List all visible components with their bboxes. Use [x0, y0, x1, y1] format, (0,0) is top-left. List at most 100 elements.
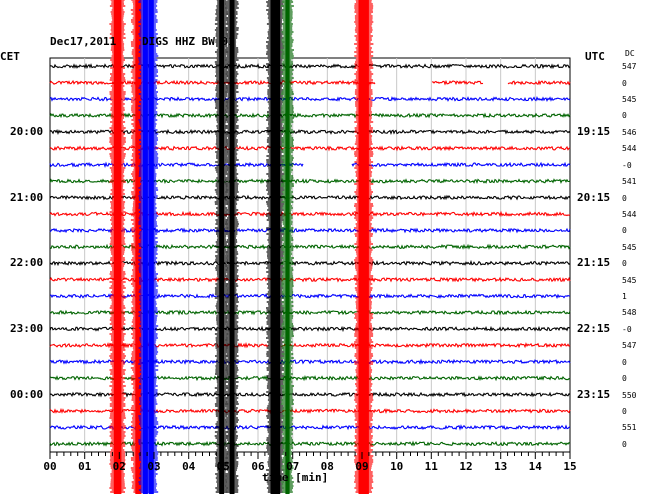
trace-row — [49, 424, 571, 431]
utc-time-label: 21:15 — [577, 256, 611, 270]
event-burst — [148, 0, 154, 494]
event-envelope — [280, 0, 294, 493]
x-axis-title: time [min] — [262, 471, 329, 484]
dc-offset-value: 1 — [622, 292, 627, 302]
event-envelope — [354, 0, 374, 493]
dc-offset-value: 545 — [622, 275, 637, 285]
cet-time-label: 23:00 — [10, 321, 44, 335]
cet-time-label: 22:00 — [10, 256, 44, 270]
trace-row — [49, 112, 571, 119]
right-timezone-label: UTC — [585, 50, 605, 63]
event-burst — [285, 0, 290, 494]
x-tick-label: 06 — [251, 460, 265, 473]
dc-offset-value: 0 — [622, 406, 627, 416]
dc-offset-value: 545 — [622, 242, 637, 252]
event-bursts — [109, 0, 374, 494]
x-tick-label: 14 — [529, 460, 543, 473]
x-tick-label: 01 — [78, 460, 92, 473]
x-tick-label: 04 — [182, 460, 196, 473]
trace-row — [49, 309, 571, 316]
trace-row — [49, 210, 571, 218]
event-burst — [219, 0, 225, 494]
dc-offset-value: 0 — [622, 259, 627, 269]
cet-time-label: 21:00 — [10, 190, 44, 204]
trace-row — [49, 243, 571, 250]
trace-row — [49, 374, 571, 382]
trace-row — [49, 440, 571, 447]
x-tick-label: 03 — [147, 460, 160, 473]
trace-row — [49, 259, 571, 267]
event-envelope — [109, 0, 126, 493]
event-envelope — [225, 0, 239, 493]
trace-row — [49, 391, 571, 398]
trace-row — [49, 358, 571, 366]
trace-row — [49, 276, 571, 283]
trace-row — [49, 293, 571, 300]
trace-row — [49, 342, 571, 349]
dc-column-label: DC — [625, 49, 635, 58]
utc-time-label: 23:15 — [577, 387, 611, 401]
left-timezone-label: CET — [0, 50, 20, 63]
event-burst — [270, 0, 281, 494]
chart-date: Dec17,2011 — [50, 35, 117, 48]
dc-offset-value: 0 — [622, 439, 627, 449]
dc-offset-value: 0 — [622, 374, 627, 384]
trace-row — [49, 145, 571, 152]
plot-frame — [49, 57, 571, 453]
dc-offset-value: 541 — [622, 177, 637, 187]
trace-row — [49, 79, 571, 86]
trace-row — [50, 63, 571, 70]
x-tick-label: 08 — [321, 460, 334, 473]
dc-offset-value: 546 — [622, 127, 637, 137]
dc-offset-value: 551 — [622, 423, 637, 433]
utc-time-label: 22:15 — [577, 321, 611, 335]
trace-row — [49, 128, 571, 136]
dc-offset-value: 0 — [622, 78, 627, 88]
x-tick-label: 11 — [425, 460, 439, 473]
x-tick-label: 09 — [355, 460, 368, 473]
dc-offset-value: 550 — [622, 390, 637, 400]
dc-offset-value: 548 — [622, 308, 637, 318]
trace-row — [49, 325, 571, 333]
dc-offset-value: 547 — [622, 341, 637, 351]
event-burst — [142, 0, 148, 494]
event-burst — [358, 0, 369, 494]
x-tick-label: 00 — [43, 460, 56, 473]
dc-offset-value: 0 — [622, 357, 627, 367]
event-envelope — [144, 0, 159, 493]
trace-rows — [49, 63, 571, 447]
cet-time-label: 00:00 — [10, 387, 44, 401]
trace-row — [49, 161, 571, 168]
dc-offset-value: -0 — [622, 324, 632, 334]
dc-offset-value: 0 — [622, 193, 627, 203]
x-tick-label: 05 — [217, 460, 230, 473]
x-tick-label: 10 — [390, 460, 403, 473]
event-burst — [113, 0, 122, 494]
x-tick-label: 13 — [494, 460, 507, 473]
dc-offset-value: 0 — [622, 226, 627, 236]
utc-time-label: 19:15 — [577, 124, 611, 138]
trace-row — [49, 407, 571, 414]
trace-row — [49, 95, 571, 103]
dc-offset-value: 545 — [622, 95, 637, 105]
x-tick-label: 12 — [459, 460, 472, 473]
trace-row — [49, 178, 571, 185]
dc-offset-value: 544 — [622, 144, 637, 154]
event-burst — [229, 0, 235, 494]
dc-offset-value: 0 — [622, 111, 627, 121]
event-burst — [135, 0, 142, 494]
x-tick-label: 02 — [113, 460, 126, 473]
dc-offset-value: -0 — [622, 160, 632, 170]
dc-offset-value: 547 — [622, 62, 637, 72]
x-axis: 00 01 02 03 04 05 06 07 08 09 10 11 12 13 14 15 — [43, 452, 577, 473]
utc-time-label: 20:15 — [577, 190, 611, 204]
cet-time-label: 20:00 — [10, 124, 44, 138]
station-name: DIGS HHZ BW 01 — [142, 35, 235, 48]
event-envelope — [214, 0, 229, 493]
event-envelope — [266, 0, 285, 493]
x-tick-label: 15 — [563, 460, 576, 473]
trace-row — [49, 194, 571, 201]
trace-row — [49, 227, 571, 234]
event-envelope — [130, 0, 146, 493]
